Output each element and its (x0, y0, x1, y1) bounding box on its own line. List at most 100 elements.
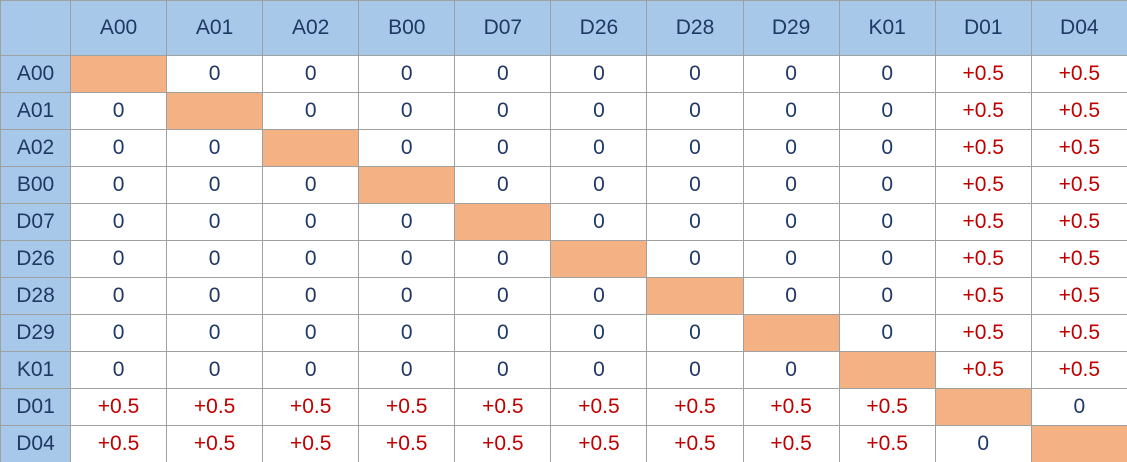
value-cell: 0 (262, 55, 360, 93)
value-cell: +0.5 (1030, 240, 1127, 278)
value-cell: +0.5 (934, 351, 1032, 389)
row-header: D07 (0, 203, 71, 241)
value-cell: 0 (742, 277, 840, 315)
value-cell: 0 (166, 277, 264, 315)
value-cell: 0 (262, 314, 360, 352)
value-cell: +0.5 (262, 388, 360, 426)
table-row: A02 0 0 0 0 0 0 0 0 +0.5 +0.5 (0, 129, 1127, 167)
value-cell: +0.5 (358, 388, 456, 426)
value-cell: 0 (69, 277, 168, 315)
diagonal-cell (742, 314, 840, 352)
value-cell: 0 (838, 203, 936, 241)
value-cell: +0.5 (934, 92, 1032, 130)
value-cell: +0.5 (1030, 55, 1127, 93)
table-row: A00 0 0 0 0 0 0 0 0 +0.5 +0.5 (0, 55, 1127, 93)
column-header: A02 (262, 0, 360, 56)
value-cell: +0.5 (166, 425, 264, 462)
value-cell: +0.5 (1030, 314, 1127, 352)
row-header: A02 (0, 129, 71, 167)
diagonal-cell (934, 388, 1032, 426)
value-cell: 0 (742, 55, 840, 93)
table-row: D01 +0.5 +0.5 +0.5 +0.5 +0.5 +0.5 +0.5 +0.5 +0.5 0 (0, 388, 1127, 426)
value-cell: +0.5 (934, 166, 1032, 204)
column-header: D07 (454, 0, 552, 56)
value-cell: +0.5 (934, 203, 1032, 241)
value-cell: 0 (742, 240, 840, 278)
diagonal-cell (358, 166, 456, 204)
value-cell: 0 (69, 166, 168, 204)
value-cell: +0.5 (550, 388, 648, 426)
row-header: K01 (0, 351, 71, 389)
column-header: D04 (1030, 0, 1127, 56)
row-header: A01 (0, 92, 71, 130)
value-cell: +0.5 (454, 425, 552, 462)
value-cell: 0 (358, 55, 456, 93)
value-cell: 0 (262, 351, 360, 389)
value-cell: +0.5 (358, 425, 456, 462)
column-header: B00 (358, 0, 456, 56)
column-header: D29 (742, 0, 840, 56)
value-cell: 0 (550, 351, 648, 389)
value-cell: 0 (646, 314, 744, 352)
value-cell: 0 (838, 166, 936, 204)
value-cell: +0.5 (838, 388, 936, 426)
value-cell: +0.5 (934, 55, 1032, 93)
value-cell: 0 (838, 314, 936, 352)
value-cell: 0 (166, 55, 264, 93)
row-header: D29 (0, 314, 71, 352)
value-cell: 0 (454, 351, 552, 389)
table-row: B00 0 0 0 0 0 0 0 0 +0.5 +0.5 (0, 166, 1127, 204)
value-cell: +0.5 (646, 425, 744, 462)
value-cell: +0.5 (838, 425, 936, 462)
value-cell: 0 (454, 129, 552, 167)
value-cell: +0.5 (262, 425, 360, 462)
value-cell: 0 (358, 314, 456, 352)
table-row: K01 0 0 0 0 0 0 0 0 +0.5 +0.5 (0, 351, 1127, 389)
value-cell: 0 (262, 203, 360, 241)
value-cell: 0 (646, 240, 744, 278)
value-cell: 0 (166, 351, 264, 389)
value-cell: +0.5 (166, 388, 264, 426)
value-cell: 0 (262, 166, 360, 204)
value-cell: +0.5 (934, 277, 1032, 315)
value-cell: 0 (454, 240, 552, 278)
value-cell: 0 (166, 240, 264, 278)
table-row: D28 0 0 0 0 0 0 0 0 +0.5 +0.5 (0, 277, 1127, 315)
table-row: D04 +0.5 +0.5 +0.5 +0.5 +0.5 +0.5 +0.5 +0.5 +0.5 0 (0, 425, 1127, 462)
column-header: A00 (69, 0, 168, 56)
value-cell: 0 (69, 129, 168, 167)
value-cell: 0 (69, 351, 168, 389)
value-cell: 0 (358, 351, 456, 389)
diagonal-cell (69, 55, 168, 93)
value-cell: 0 (838, 277, 936, 315)
value-cell: +0.5 (1030, 166, 1127, 204)
row-header: B00 (0, 166, 71, 204)
column-header: D01 (934, 0, 1032, 56)
value-cell: +0.5 (69, 388, 168, 426)
value-cell: 0 (454, 277, 552, 315)
value-cell: 0 (838, 240, 936, 278)
table-row: D29 0 0 0 0 0 0 0 0 +0.5 +0.5 (0, 314, 1127, 352)
value-cell: 0 (838, 92, 936, 130)
table-row: A01 0 0 0 0 0 0 0 0 +0.5 +0.5 (0, 92, 1127, 130)
diagonal-cell (166, 92, 264, 130)
column-header: A01 (166, 0, 264, 56)
row-header: D26 (0, 240, 71, 278)
column-header: K01 (838, 0, 936, 56)
value-cell: +0.5 (1030, 351, 1127, 389)
value-cell: 0 (166, 314, 264, 352)
value-cell: 0 (646, 203, 744, 241)
diagonal-cell (646, 277, 744, 315)
value-cell: 0 (742, 129, 840, 167)
corner-cell (0, 0, 71, 56)
value-cell: 0 (358, 203, 456, 241)
value-cell: 0 (646, 166, 744, 204)
value-cell: +0.5 (454, 388, 552, 426)
value-cell: 0 (1030, 388, 1127, 426)
row-header: D01 (0, 388, 71, 426)
value-cell: 0 (262, 92, 360, 130)
value-cell: 0 (166, 129, 264, 167)
row-header: A00 (0, 55, 71, 93)
value-cell: 0 (262, 240, 360, 278)
